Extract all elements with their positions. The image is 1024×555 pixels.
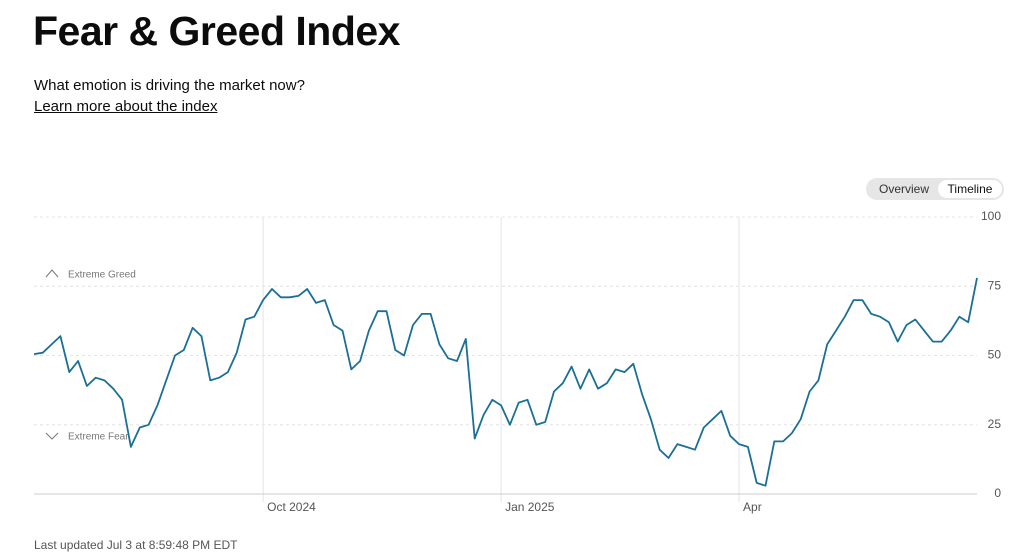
last-updated: Last updated Jul 3 at 8:59:48 PM EDT (34, 538, 238, 552)
learn-more-link[interactable]: Learn more about the index (34, 98, 218, 115)
index-line (33, 277, 978, 487)
fear-arrow (45, 432, 59, 440)
subtitle: What emotion is driving the market now? (34, 77, 305, 94)
x-tick-label: Jan 2025 (505, 500, 555, 514)
overview-tab[interactable]: Overview (878, 182, 929, 196)
timeline-tab[interactable]: Timeline (938, 180, 1002, 198)
y-tick-label: 25 (988, 417, 1002, 431)
greed-arrow (45, 269, 59, 278)
y-tick-label: 50 (988, 348, 1002, 362)
y-tick-label: 75 (988, 278, 1002, 292)
view-toggle: Overview Timeline (866, 178, 1004, 200)
annotation: Extreme Greed (68, 270, 136, 281)
x-tick-label: Oct 2024 (267, 500, 316, 514)
title: Fear & Greed Index (33, 8, 400, 54)
annotation: Extreme Fear (68, 432, 129, 443)
y-tick-label: 0 (994, 486, 1001, 500)
x-tick-label: Apr (743, 500, 762, 514)
y-tick-label: 100 (981, 209, 1001, 223)
